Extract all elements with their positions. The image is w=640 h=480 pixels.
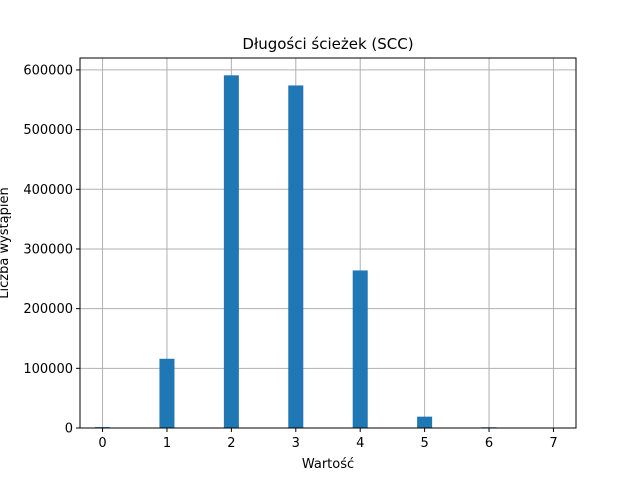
y-tick-label: 500000 bbox=[23, 123, 73, 138]
y-tick-label: 400000 bbox=[23, 183, 73, 198]
x-tick-label: 6 bbox=[485, 436, 493, 451]
y-tick-label: 600000 bbox=[23, 63, 73, 78]
y-axis-label: Liczba wystąpień bbox=[0, 187, 12, 298]
x-axis-ticks: 0 1 2 3 4 5 6 7 bbox=[98, 428, 558, 451]
x-tick-label: 3 bbox=[292, 436, 300, 451]
grid-lines bbox=[80, 58, 576, 429]
x-tick-label: 5 bbox=[420, 436, 428, 451]
x-tick-label: 7 bbox=[549, 436, 557, 451]
y-tick-label: 300000 bbox=[23, 242, 73, 257]
plot-frame bbox=[79, 57, 577, 429]
x-tick-label: 4 bbox=[356, 436, 364, 451]
x-tick-label: 1 bbox=[163, 436, 171, 451]
y-axis-ticks: 0 100000 200000 300000 400000 500000 600000 bbox=[23, 63, 80, 437]
y-tick-label: 200000 bbox=[23, 302, 73, 317]
bar bbox=[159, 358, 175, 428]
y-tick-label: 0 bbox=[65, 422, 73, 437]
axes-frame bbox=[79, 57, 577, 429]
bar bbox=[417, 416, 433, 428]
bar bbox=[352, 270, 368, 428]
x-tick-label: 2 bbox=[227, 436, 235, 451]
x-tick-label: 0 bbox=[98, 436, 106, 451]
x-axis-label: Wartość bbox=[302, 457, 354, 472]
bar bbox=[223, 75, 239, 428]
bars bbox=[95, 75, 497, 429]
bar bbox=[288, 85, 304, 429]
y-tick-label: 100000 bbox=[23, 362, 73, 377]
chart-title: Długości ścieżek (SCC) bbox=[242, 35, 413, 53]
